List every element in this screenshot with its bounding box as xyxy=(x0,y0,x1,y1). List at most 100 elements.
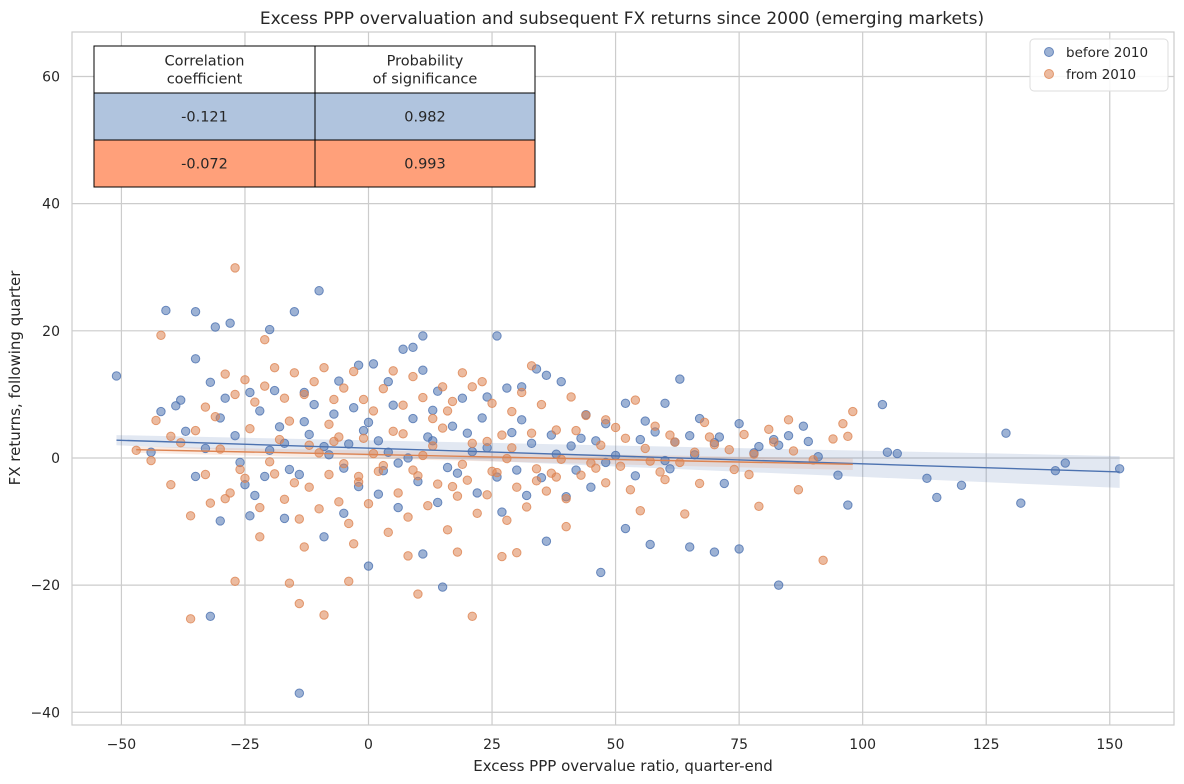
data-point xyxy=(447,421,458,431)
data-point xyxy=(205,498,216,508)
data-point xyxy=(200,402,211,412)
data-point xyxy=(324,419,334,429)
data-point xyxy=(531,464,542,474)
y-tick-label: 0 xyxy=(51,451,60,467)
data-point xyxy=(452,547,463,557)
data-point xyxy=(516,387,527,398)
data-point xyxy=(393,488,403,498)
data-point xyxy=(432,479,443,489)
data-point xyxy=(363,499,374,509)
data-point xyxy=(665,430,675,440)
data-point xyxy=(467,382,477,392)
data-point xyxy=(309,399,319,410)
data-point xyxy=(541,536,552,546)
data-point xyxy=(289,368,300,378)
data-point xyxy=(877,399,888,410)
data-point xyxy=(245,424,255,434)
data-point xyxy=(269,385,280,396)
data-point xyxy=(220,369,230,379)
table-header: Correlation xyxy=(165,54,245,70)
data-point xyxy=(694,478,705,489)
data-point xyxy=(284,578,295,588)
data-point xyxy=(190,307,201,317)
data-point xyxy=(507,427,517,438)
table-cell xyxy=(93,139,316,188)
data-point xyxy=(334,497,344,507)
data-point xyxy=(566,441,576,451)
data-point xyxy=(645,456,655,466)
data-point xyxy=(269,362,280,373)
data-point xyxy=(521,502,532,512)
data-point xyxy=(279,393,290,403)
series-1-points xyxy=(131,263,858,624)
data-point xyxy=(418,549,428,559)
data-point xyxy=(739,429,749,440)
regression-line xyxy=(136,449,853,466)
data-point xyxy=(734,544,744,554)
data-point xyxy=(1060,458,1070,468)
data-point xyxy=(378,383,389,394)
data-point xyxy=(240,375,250,385)
data-point xyxy=(630,395,641,405)
data-point xyxy=(601,415,611,425)
data-point xyxy=(294,469,305,480)
data-point xyxy=(526,361,537,371)
data-point xyxy=(462,428,473,438)
data-point xyxy=(843,500,853,510)
data-point xyxy=(353,360,364,370)
data-point xyxy=(205,611,216,621)
data-point xyxy=(299,417,309,427)
data-point xyxy=(190,425,201,436)
data-point xyxy=(255,532,265,542)
data-point xyxy=(620,398,631,408)
x-tick-label: 150 xyxy=(1096,737,1123,753)
data-point xyxy=(363,561,374,571)
data-point xyxy=(294,598,305,609)
data-point xyxy=(314,286,324,296)
data-point xyxy=(635,506,645,516)
data-point xyxy=(507,406,517,417)
data-point xyxy=(200,469,211,480)
legend-label: before 2010 xyxy=(1066,45,1148,61)
x-tick-label: 125 xyxy=(973,737,1000,753)
x-axis-label: Excess PPP overvalue ratio, quarter-end xyxy=(473,757,773,775)
data-point xyxy=(828,434,838,444)
data-point xyxy=(205,377,216,388)
data-point xyxy=(432,497,443,508)
data-point xyxy=(319,362,329,373)
data-point xyxy=(497,507,507,517)
legend-box xyxy=(1029,38,1169,92)
legend-marker xyxy=(1044,69,1054,79)
data-point xyxy=(892,448,902,459)
data-point xyxy=(408,465,418,475)
table-value: 0.993 xyxy=(404,157,446,173)
legend-marker xyxy=(1044,47,1054,57)
data-point xyxy=(442,462,453,473)
data-point xyxy=(299,542,309,552)
data-point xyxy=(561,521,571,532)
data-point xyxy=(675,374,685,384)
data-point xyxy=(754,441,764,452)
data-point xyxy=(655,467,665,477)
data-point xyxy=(274,422,285,432)
data-point xyxy=(260,471,270,482)
data-point xyxy=(423,500,433,511)
data-point xyxy=(591,463,601,473)
data-point xyxy=(625,485,636,495)
data-point xyxy=(685,542,695,552)
data-point xyxy=(749,449,759,459)
data-point xyxy=(487,398,497,408)
data-point xyxy=(353,471,364,482)
data-point xyxy=(457,459,468,470)
data-point xyxy=(783,431,794,441)
data-point xyxy=(640,416,650,426)
data-point xyxy=(783,415,794,425)
table-cell xyxy=(93,45,316,94)
data-point xyxy=(250,397,260,407)
data-point xyxy=(428,405,438,415)
x-tick-label: 0 xyxy=(364,737,373,753)
data-point xyxy=(670,437,680,447)
data-point xyxy=(339,508,349,518)
data-point xyxy=(146,455,156,466)
